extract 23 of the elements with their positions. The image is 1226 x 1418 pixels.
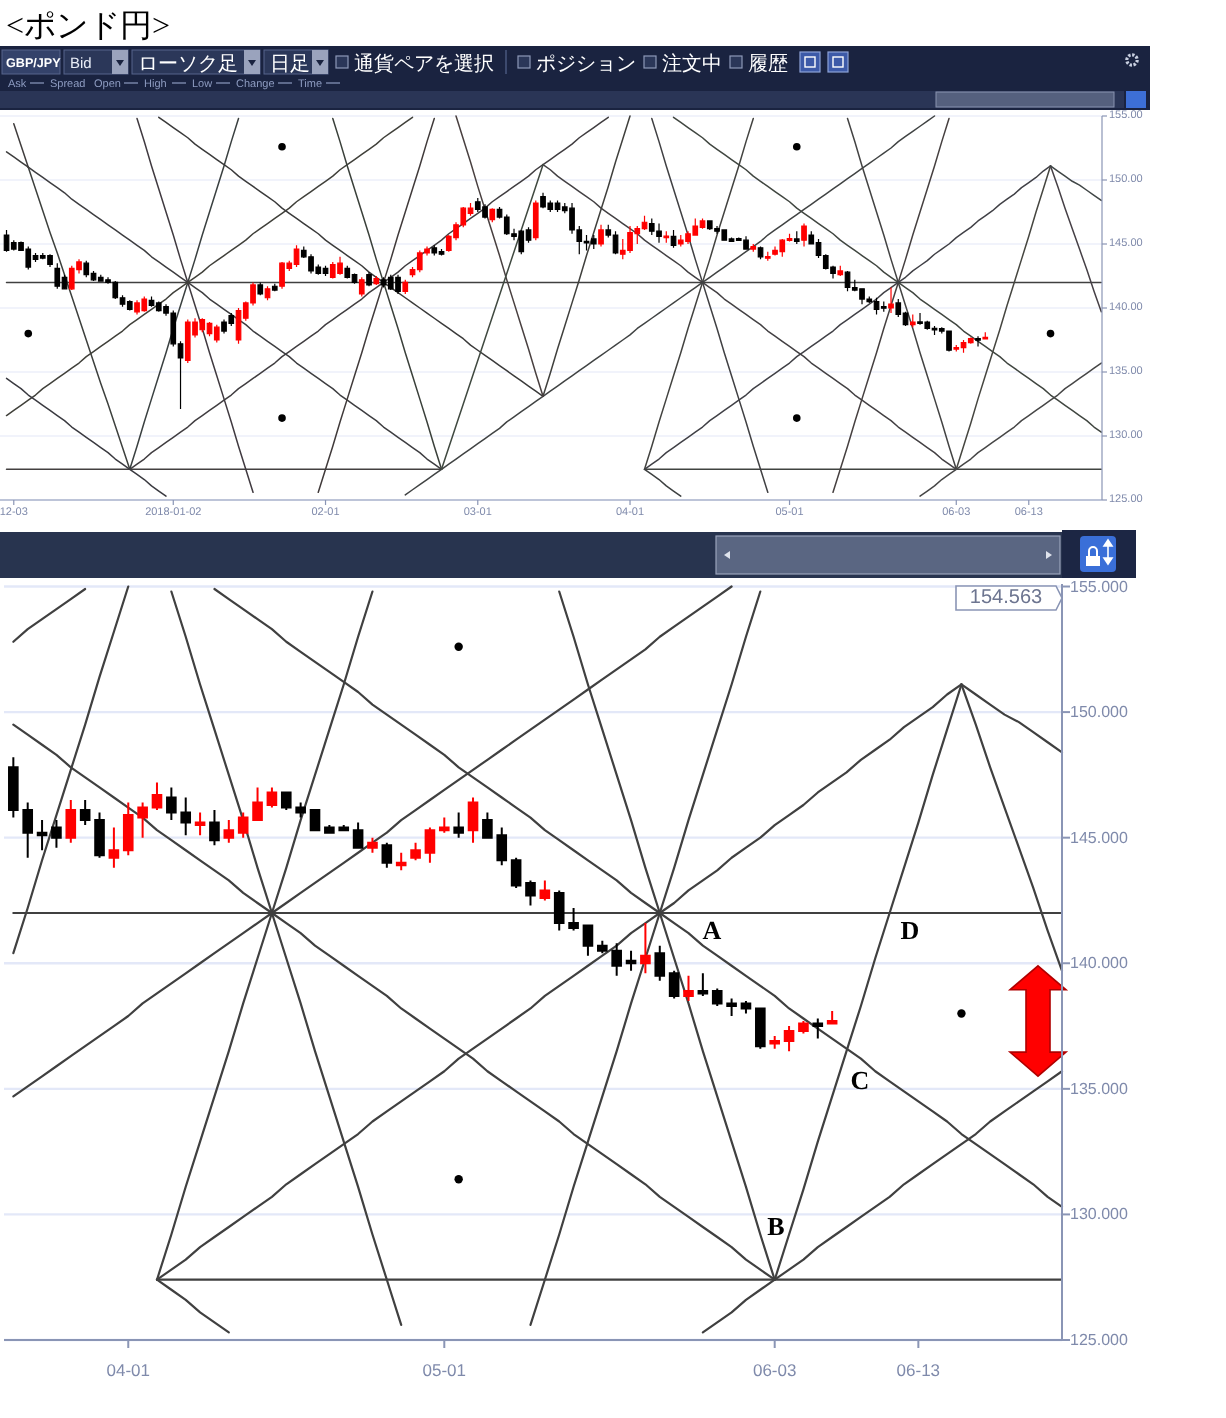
y-tick-label: 130.000 — [1070, 1205, 1129, 1224]
text: 注文中 — [662, 52, 722, 76]
annotation: C — [850, 1065, 870, 1095]
annotation: A — [702, 915, 723, 945]
x-tick-label: 05-01 — [422, 1360, 467, 1380]
text: ポジション — [536, 54, 636, 76]
y-tick-label: 135.000 — [1070, 1079, 1129, 1098]
text: 履歴 — [748, 54, 788, 76]
y-tick-label: 140.000 — [1070, 954, 1129, 973]
annotation: 154.563 — [969, 587, 1044, 609]
y-tick-label: 155.000 — [1070, 577, 1129, 596]
y-tick-label: 150.000 — [1070, 703, 1129, 722]
text: 通貨ペアを選択 — [354, 52, 494, 76]
chart-title: <ポンド円> — [6, 10, 171, 44]
text: 日足 — [270, 54, 310, 76]
text: ローソク足 — [138, 54, 238, 76]
annotation: B — [767, 1211, 786, 1241]
annotation: D — [900, 915, 920, 945]
x-tick-label: 04-01 — [106, 1360, 151, 1380]
x-tick-label: 06-03 — [752, 1360, 797, 1380]
x-tick-label: 06-13 — [896, 1360, 941, 1380]
y-tick-label: 145.000 — [1070, 828, 1129, 847]
y-tick-label: 125.000 — [1070, 1331, 1129, 1349]
